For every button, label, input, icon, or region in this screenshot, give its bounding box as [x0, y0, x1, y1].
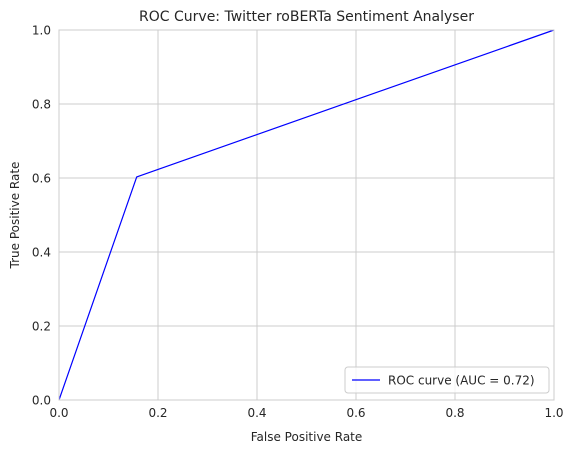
- legend-entry-label: ROC curve (AUC = 0.72): [388, 374, 535, 388]
- x-tick-label: 0.8: [445, 406, 464, 420]
- x-axis-label: False Positive Rate: [251, 430, 363, 444]
- legend: ROC curve (AUC = 0.72): [344, 366, 550, 394]
- y-tick-labels: 0.0 0.2 0.4 0.6 0.8 1.0: [32, 24, 51, 408]
- grid: [58, 29, 555, 401]
- y-tick-label: 0.8: [32, 98, 51, 112]
- legend-box: [344, 366, 550, 394]
- y-tick-label: 0.0: [32, 394, 51, 408]
- y-tick-label: 0.4: [32, 246, 51, 260]
- plot-frame: [58, 29, 555, 401]
- roc-curve-line: [58, 29, 555, 401]
- y-tick-label: 0.6: [32, 172, 51, 186]
- x-tick-label: 0.4: [247, 406, 266, 420]
- x-tick-labels: 0.0 0.2 0.4 0.6 0.8 1.0: [49, 406, 563, 420]
- y-axis-label: True Positive Rate: [8, 162, 22, 270]
- chart-title: ROC Curve: Twitter roBERTa Sentiment Ana…: [139, 9, 474, 25]
- y-tick-label: 1.0: [32, 24, 51, 38]
- x-tick-label: 0.0: [49, 406, 68, 420]
- x-tick-label: 1.0: [544, 406, 563, 420]
- series-group: [58, 29, 555, 401]
- x-tick-label: 0.6: [346, 406, 365, 420]
- x-tick-label: 0.2: [148, 406, 167, 420]
- y-tick-label: 0.2: [32, 320, 51, 334]
